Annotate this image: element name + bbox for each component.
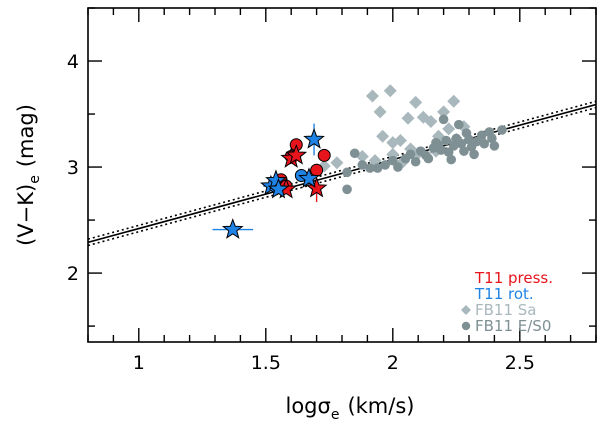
fb11-es0-point [349, 148, 360, 159]
t11-press-star [305, 176, 328, 198]
fit-band-line [88, 100, 596, 240]
legend-marker-diamond [461, 305, 471, 315]
fb11-es0-point [431, 137, 441, 148]
fb11-sa-point [437, 105, 451, 119]
t11-rot-star [267, 177, 290, 199]
fb11-es0-point [380, 160, 390, 170]
fb11-sa-point [330, 156, 344, 170]
fb11-es0-point [441, 135, 451, 146]
x-tick-label: 2.5 [505, 352, 535, 374]
fb11-sa-point [393, 134, 407, 148]
fb11-sa-point [401, 111, 415, 125]
t11-rot-star [298, 167, 320, 188]
fb11-es0-point [497, 125, 507, 135]
fb11-es0-point [410, 156, 421, 167]
fb11-es0-point [446, 154, 457, 165]
fb11-es0-point [448, 141, 459, 151]
fb11-sa-point [424, 114, 438, 128]
fb11-es0-point [372, 163, 383, 173]
legend-label: T11 press. [474, 269, 553, 287]
t11-press-circle [310, 163, 324, 177]
x-axis-label: logσe (km/s) [286, 394, 415, 422]
fb11-es0-point [365, 163, 375, 173]
fit-line [88, 103, 596, 244]
fb11-sa-point [442, 122, 456, 136]
fit-band-line [88, 106, 596, 247]
legend-label: FB11 E/S0 [475, 317, 551, 335]
y-tick-label: 2 [67, 263, 79, 285]
fb11-es0-point [479, 138, 490, 149]
fb11-es0-point [454, 119, 464, 130]
fb11-es0-point [436, 145, 446, 155]
fb11-es0-point [342, 167, 352, 178]
fb11-es0-point [405, 149, 416, 160]
fb11-es0-point [487, 133, 497, 144]
fb11-es0-point [476, 130, 487, 141]
t11-press-circle [317, 148, 331, 162]
t11-rot-star [221, 218, 244, 239]
legend-label: T11 rot. [474, 285, 534, 303]
y-axis-label: (V−K)e(mag) [14, 104, 43, 246]
fb11-sa-point [409, 95, 423, 109]
fb11-es0-point [423, 153, 434, 164]
x-tick-label: 1.5 [251, 352, 281, 374]
fb11-es0-point [489, 141, 500, 151]
y-tick-label: 4 [67, 51, 79, 73]
fb11-es0-point [461, 128, 472, 138]
x-tick-label: 1 [133, 352, 145, 374]
fb11-es0-point [342, 184, 352, 195]
fb11-sa-point [447, 94, 461, 108]
fb11-es0-point [456, 138, 467, 149]
fb11-sa-point [365, 89, 379, 103]
y-tick-label: 3 [67, 157, 79, 179]
fb11-sa-point [376, 129, 390, 143]
fb11-es0-point [459, 146, 469, 156]
fb11-es0-point [438, 114, 449, 125]
fb11-es0-point [393, 162, 403, 172]
x-tick-label: 2 [387, 352, 399, 374]
legend-label: FB11 Sa [475, 301, 537, 319]
t11-rot-star [303, 128, 325, 149]
fb11-sa-point [383, 84, 397, 98]
fb11-es0-point [357, 160, 368, 170]
t11-press-star [285, 143, 308, 165]
legend-marker-circle [461, 321, 471, 331]
fb11-sa-point [373, 105, 387, 119]
fb11-es0-point [469, 149, 479, 160]
